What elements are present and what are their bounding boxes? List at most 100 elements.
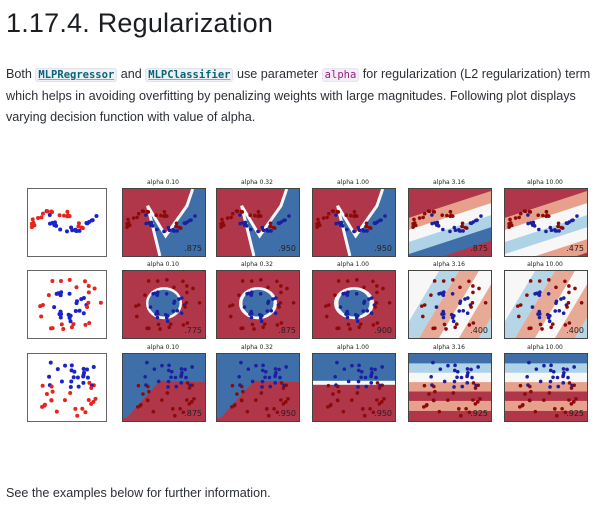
data-point bbox=[232, 403, 237, 408]
decision-function-svg bbox=[123, 271, 205, 338]
data-point bbox=[430, 213, 434, 217]
data-point bbox=[335, 360, 339, 365]
region-red bbox=[313, 271, 395, 338]
data-point bbox=[457, 228, 462, 233]
decision-function-panel: .875 bbox=[216, 270, 300, 339]
data-point bbox=[49, 209, 54, 214]
mlpregressor-link[interactable]: MLPRegressor bbox=[35, 68, 118, 82]
data-point bbox=[565, 221, 570, 226]
data-point bbox=[147, 326, 151, 330]
probability-band bbox=[505, 271, 555, 338]
data-point bbox=[315, 224, 320, 228]
data-point bbox=[507, 224, 512, 228]
data-point bbox=[240, 279, 245, 283]
data-point bbox=[154, 292, 159, 296]
data-point bbox=[526, 221, 530, 226]
region-blue bbox=[217, 354, 299, 418]
data-point bbox=[265, 407, 269, 411]
data-point bbox=[239, 326, 243, 331]
data-point bbox=[441, 312, 446, 316]
data-point bbox=[431, 398, 436, 403]
data-point bbox=[89, 218, 94, 223]
data-point bbox=[371, 279, 375, 284]
data-point bbox=[508, 217, 512, 222]
data-point bbox=[450, 291, 455, 296]
data-point bbox=[192, 397, 196, 401]
data-point bbox=[136, 211, 141, 216]
data-point bbox=[30, 217, 35, 222]
data-point bbox=[286, 397, 290, 401]
data-point bbox=[76, 224, 81, 229]
section-number: 1.17.4. bbox=[6, 8, 90, 38]
data-point bbox=[171, 227, 175, 232]
data-point bbox=[513, 216, 518, 220]
data-point bbox=[91, 399, 96, 404]
data-point bbox=[374, 301, 379, 305]
data-point bbox=[476, 383, 481, 388]
data-point bbox=[183, 367, 187, 372]
data-point bbox=[448, 209, 453, 214]
data-point bbox=[153, 291, 157, 296]
data-point bbox=[136, 303, 141, 307]
data-point bbox=[242, 223, 247, 227]
data-point bbox=[58, 293, 63, 298]
decision-function-panel: .875 bbox=[122, 353, 206, 422]
data-point bbox=[84, 221, 89, 226]
data-point bbox=[569, 402, 574, 406]
data-point bbox=[540, 327, 544, 331]
data-point bbox=[164, 291, 169, 296]
data-point bbox=[81, 380, 86, 385]
data-point bbox=[380, 383, 385, 388]
data-point bbox=[445, 213, 449, 218]
data-point bbox=[47, 383, 52, 388]
panel-title: alpha 3.16 bbox=[433, 344, 465, 351]
data-point bbox=[579, 301, 584, 305]
data-point bbox=[254, 363, 258, 368]
data-point bbox=[239, 398, 244, 402]
data-point bbox=[248, 312, 252, 316]
data-point bbox=[240, 384, 244, 389]
data-point bbox=[125, 225, 129, 229]
region-red bbox=[217, 189, 299, 256]
data-point bbox=[356, 379, 361, 384]
data-point bbox=[266, 413, 271, 418]
data-point bbox=[451, 391, 456, 395]
data-point bbox=[459, 375, 464, 380]
data-point bbox=[77, 308, 82, 313]
decision-function-panel: .475 bbox=[504, 188, 588, 257]
data-point bbox=[355, 278, 359, 282]
data-point bbox=[357, 363, 361, 368]
data-point bbox=[368, 226, 373, 230]
data-point bbox=[339, 221, 344, 226]
probability-band bbox=[505, 372, 587, 383]
data-point bbox=[345, 227, 349, 232]
region-light bbox=[409, 271, 491, 338]
data-point bbox=[149, 221, 154, 226]
region-blue bbox=[337, 189, 395, 256]
data-point bbox=[146, 210, 151, 214]
probability-band bbox=[505, 382, 587, 393]
data-point bbox=[333, 374, 337, 379]
data-point bbox=[279, 381, 284, 385]
data-point bbox=[441, 227, 445, 232]
data-point bbox=[184, 301, 189, 305]
decision-function-panel: .925 bbox=[504, 353, 588, 422]
data-point bbox=[350, 398, 354, 402]
data-point bbox=[52, 223, 57, 228]
data-point bbox=[337, 326, 341, 330]
data-point bbox=[136, 405, 140, 409]
data-point bbox=[49, 384, 54, 389]
data-point bbox=[527, 398, 532, 402]
input-data-plot bbox=[27, 188, 107, 257]
data-point bbox=[167, 363, 171, 368]
data-point bbox=[282, 218, 286, 223]
data-point bbox=[87, 220, 92, 225]
data-point bbox=[162, 214, 167, 219]
mlpclassifier-link[interactable]: MLPClassifier bbox=[145, 68, 234, 82]
data-point bbox=[346, 290, 350, 294]
data-point bbox=[449, 312, 454, 317]
data-point bbox=[531, 220, 536, 225]
data-point bbox=[276, 221, 281, 225]
data-point bbox=[76, 221, 81, 226]
accuracy-score: .875 bbox=[278, 326, 296, 335]
